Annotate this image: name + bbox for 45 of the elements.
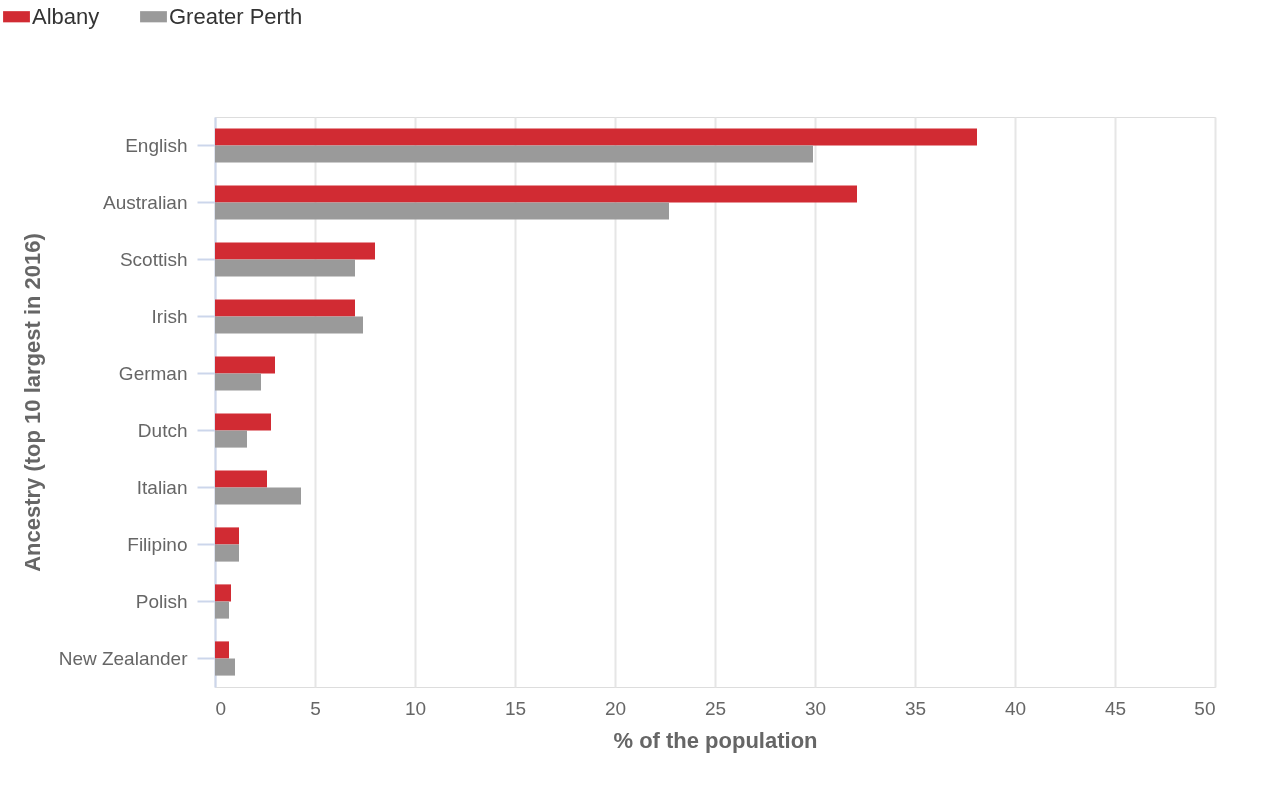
y-tick-label: Filipino: [127, 533, 188, 555]
bar: [215, 242, 375, 260]
x-tick-label: 40: [1004, 697, 1027, 719]
y-tick-label: Irish: [151, 305, 188, 327]
x-tick-label: 0: [215, 697, 227, 719]
x-tick-label: 35: [904, 697, 927, 719]
bar: [215, 487, 301, 505]
bar: [215, 641, 229, 659]
y-tick-label: New Zealander: [58, 647, 189, 669]
bar: [215, 145, 813, 163]
x-tick-label: 20: [604, 697, 627, 719]
bar: [215, 658, 235, 676]
bar: [215, 356, 275, 374]
bar: [215, 128, 977, 146]
bar: [215, 413, 271, 431]
bar: [215, 299, 355, 317]
bar: [215, 470, 267, 488]
bar: [215, 185, 857, 203]
legend-label: Greater Perth: [169, 3, 303, 29]
bar: [215, 527, 239, 545]
x-tick-label: 30: [804, 697, 827, 719]
x-tick-label: 10: [404, 697, 427, 719]
bar: [215, 259, 355, 277]
x-tick-label: 25: [704, 697, 727, 719]
x-tick-label: 15: [504, 697, 527, 719]
x-tick-label: 45: [1104, 697, 1127, 719]
bar: [215, 544, 239, 562]
legend-label: Albany: [32, 3, 100, 29]
x-axis-title: % of the population: [613, 727, 818, 753]
bar: [215, 373, 261, 391]
bar: [215, 584, 231, 602]
y-tick-label: German: [118, 362, 188, 384]
y-axis-title: Ancestry (top 10 largest in 2016): [19, 233, 45, 572]
x-tick-label: 5: [310, 697, 321, 719]
y-tick-label: Australian: [103, 191, 188, 213]
y-tick-label: Dutch: [137, 419, 188, 441]
bar: [215, 430, 247, 448]
x-tick-label: 50: [1194, 697, 1216, 719]
y-tick-label: English: [125, 134, 188, 156]
y-tick-label: Scottish: [119, 248, 188, 270]
bar: [215, 316, 363, 334]
y-tick-label: Polish: [135, 590, 188, 612]
bar: [215, 601, 229, 619]
y-tick-label: Italian: [136, 476, 188, 498]
bar: [215, 202, 669, 220]
